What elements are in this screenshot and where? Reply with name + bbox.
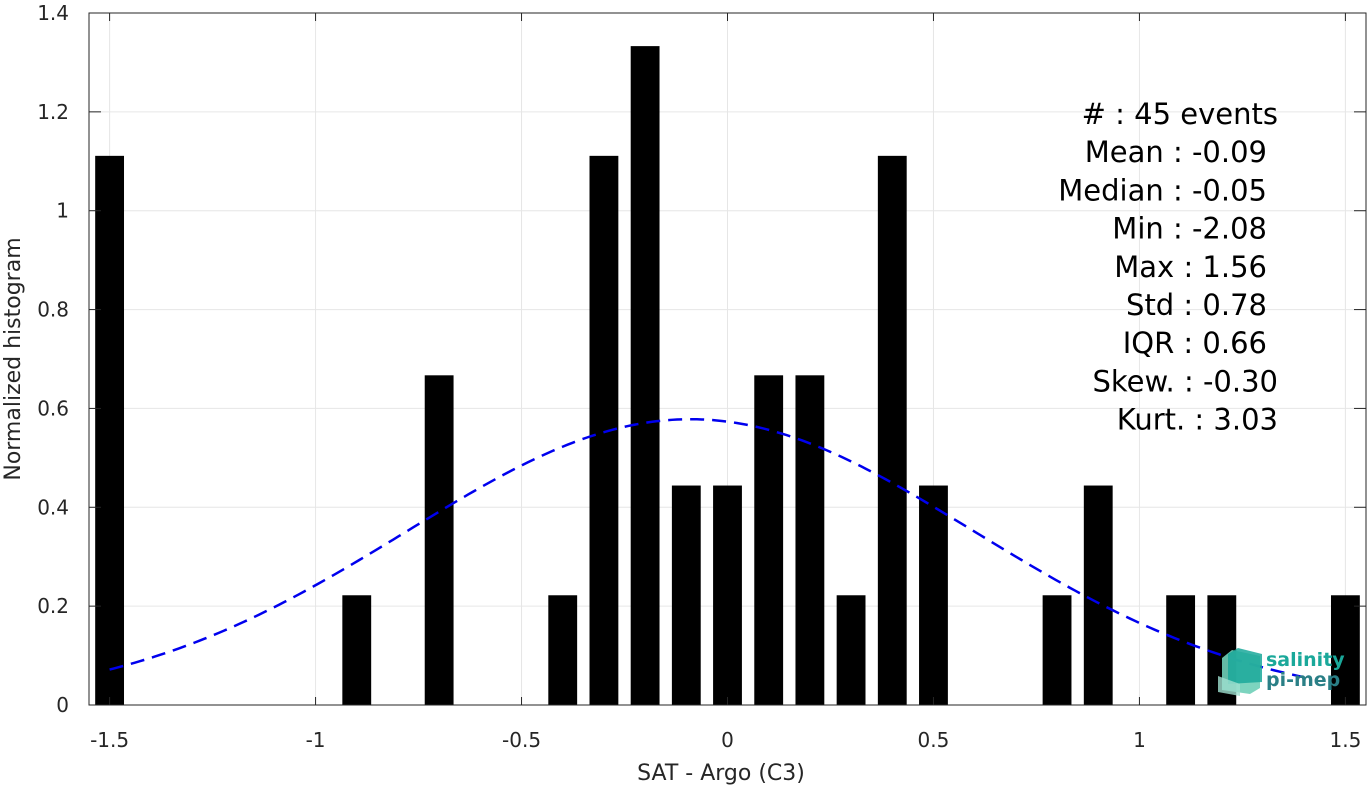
histogram-bar — [713, 485, 742, 705]
histogram-bar — [1166, 595, 1196, 705]
y-tick-label: 0.2 — [37, 594, 69, 618]
y-tick-label: 1.2 — [37, 100, 69, 124]
y-tick-labels: 0 0.2 0.4 0.6 0.8 1 1.2 1.4 — [37, 1, 69, 717]
histogram-bar — [342, 595, 372, 705]
x-tick-label: 0 — [721, 728, 734, 752]
histogram-bar — [877, 155, 907, 705]
stats-line: Mean : -0.09 — [1085, 135, 1267, 169]
x-tick-labels: -1.5 -1 -0.5 0 0.5 1 1.5 — [90, 728, 1361, 752]
histogram-bars — [95, 46, 1360, 706]
y-axis-title: Normalized histogram — [1, 237, 26, 480]
y-tick-label: 0.8 — [37, 298, 69, 322]
x-tick-label: -1.5 — [90, 728, 129, 752]
y-tick-label: 0.4 — [37, 495, 69, 519]
stats-panel: # : 45 events Mean : -0.09 Median : -0.05 M… — [1058, 97, 1278, 437]
x-tick-label: 1 — [1133, 728, 1146, 752]
x-tick-label: 1.5 — [1329, 728, 1361, 752]
x-tick-label: -1 — [306, 728, 326, 752]
histogram-bar — [1083, 485, 1113, 705]
histogram-bar — [919, 485, 948, 705]
histogram-bar — [671, 485, 701, 705]
y-tick-label: 1.4 — [37, 1, 69, 25]
logo-mark-icon — [1218, 648, 1262, 696]
y-tick-label: 0 — [56, 693, 69, 717]
histogram-bar — [836, 595, 866, 705]
x-tick-label: 0.5 — [918, 728, 950, 752]
histogram-bar — [630, 46, 660, 706]
x-axis-title: SAT - Argo (C3) — [637, 761, 805, 786]
salinity-pimep-logo: salinity pi-mep — [1218, 648, 1345, 696]
stats-line: IQR : 0.66 — [1123, 326, 1267, 360]
stats-line: Max : 1.56 — [1114, 250, 1267, 284]
stats-line: # : 45 events — [1082, 97, 1278, 131]
stats-line: Std : 0.78 — [1126, 288, 1267, 322]
stats-line: Kurt. : 3.03 — [1117, 403, 1278, 437]
histogram-bar — [795, 375, 825, 705]
axis-ticks — [89, 12, 1366, 706]
histogram-bar — [95, 155, 125, 705]
y-tick-label: 1 — [56, 199, 69, 223]
logo-text-pimep: pi-mep — [1266, 669, 1340, 691]
histogram-bar — [424, 375, 454, 705]
histogram-bar — [754, 375, 784, 705]
logo-text-salinity: salinity — [1266, 649, 1345, 671]
histogram-bar — [1330, 595, 1360, 705]
histogram-bar — [548, 595, 578, 705]
stats-line: Skew. : -0.30 — [1092, 364, 1278, 398]
y-tick-label: 0.6 — [37, 396, 69, 420]
x-tick-label: -0.5 — [502, 728, 541, 752]
stats-line: Min : -2.08 — [1112, 212, 1267, 246]
stats-line: Median : -0.05 — [1058, 173, 1267, 207]
histogram-bar — [1042, 595, 1072, 705]
